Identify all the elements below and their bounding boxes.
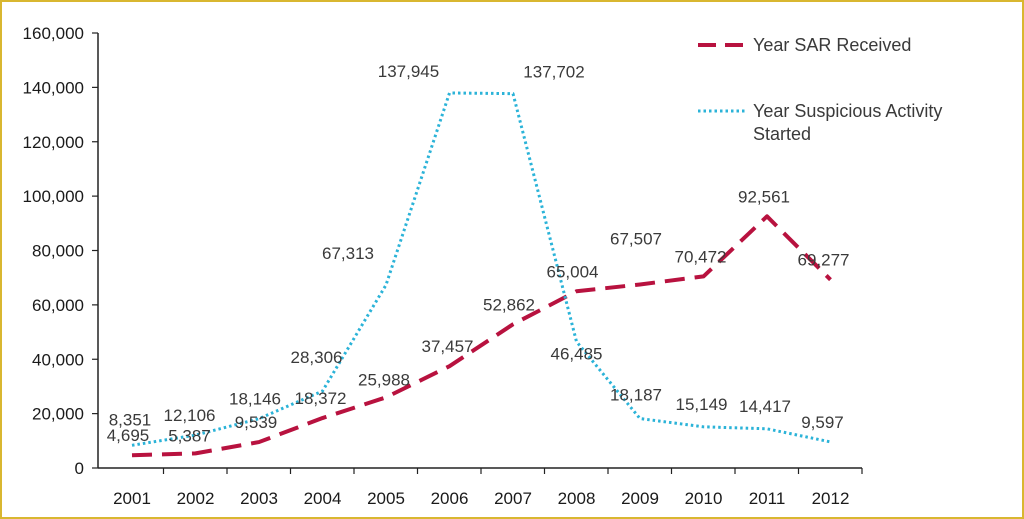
data-label: 70,472 <box>675 247 727 266</box>
data-label: 137,702 <box>523 63 584 82</box>
y-tick-label: 140,000 <box>23 78 84 97</box>
x-tick-label: 2004 <box>304 489 342 508</box>
data-label: 18,372 <box>295 389 347 408</box>
axis-ticks: 0 20,000 40,000 60,000 80,000 100,000 120,000 1… <box>23 24 863 508</box>
x-tick-label: 2005 <box>367 489 405 508</box>
y-tick-label: 160,000 <box>23 24 84 43</box>
data-label: 69,277 <box>798 251 850 270</box>
data-label: 5,387 <box>168 426 211 445</box>
data-label: 14,417 <box>739 397 791 416</box>
y-tick-label: 60,000 <box>32 296 84 315</box>
data-label: 18,146 <box>229 390 281 409</box>
x-tick-label: 2006 <box>431 489 469 508</box>
series-lines <box>131 91 832 458</box>
legend: Year SAR Received Year Suspicious Activit… <box>698 35 942 144</box>
x-tick-label: 2008 <box>558 489 596 508</box>
x-tick-label: 2001 <box>113 489 151 508</box>
data-label: 15,149 <box>676 395 728 414</box>
data-label: 67,313 <box>322 244 374 263</box>
data-label: 8,351 <box>109 410 152 429</box>
data-label: 18,187 <box>610 386 662 405</box>
x-tick-label: 2012 <box>812 489 850 508</box>
data-label: 46,485 <box>551 345 603 364</box>
y-tick-label: 80,000 <box>32 242 84 261</box>
series-line-1 <box>131 214 832 458</box>
data-label: 12,106 <box>164 406 216 425</box>
data-label: 25,988 <box>358 370 410 389</box>
y-tick-label: 100,000 <box>23 187 84 206</box>
data-label: 28,306 <box>291 348 343 367</box>
legend-label-activity-started: Year Suspicious Activity <box>753 101 942 121</box>
y-tick-label: 120,000 <box>23 133 84 152</box>
x-tick-label: 2002 <box>177 489 215 508</box>
data-label: 37,457 <box>422 337 474 356</box>
data-label: 9,539 <box>235 413 278 432</box>
x-tick-label: 2010 <box>685 489 723 508</box>
data-label: 67,507 <box>610 229 662 248</box>
series-line-2 <box>131 91 831 447</box>
data-label: 137,945 <box>378 62 439 81</box>
data-label: 52,862 <box>483 295 535 314</box>
y-tick-label: 40,000 <box>32 350 84 369</box>
data-label: 4,695 <box>107 426 150 445</box>
data-label: 9,597 <box>801 413 844 432</box>
x-tick-label: 2003 <box>240 489 278 508</box>
legend-label-sar-received: Year SAR Received <box>753 35 911 55</box>
y-tick-label: 0 <box>75 459 84 478</box>
legend-label-activity-started-line2: Started <box>753 124 811 144</box>
y-tick-label: 20,000 <box>32 405 84 424</box>
data-labels: 4,695 5,387 9,539 18,372 25,988 37,457 52,862 6… <box>107 62 850 445</box>
data-label: 65,004 <box>547 262 599 281</box>
x-tick-label: 2009 <box>621 489 659 508</box>
x-tick-label: 2011 <box>749 489 786 508</box>
data-label: 92,561 <box>738 187 790 206</box>
x-tick-label: 2007 <box>494 489 532 508</box>
